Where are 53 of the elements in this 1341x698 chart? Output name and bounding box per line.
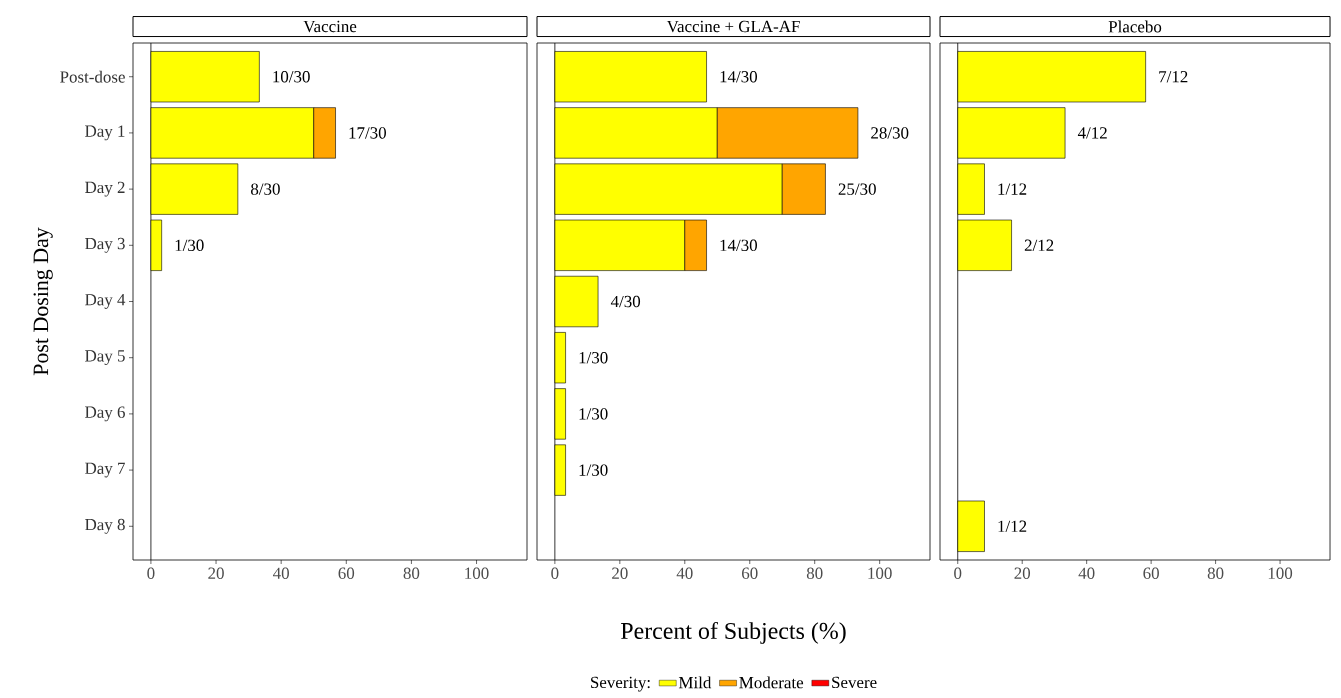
chart-title: Vaccine + GLA-AF <box>666 20 800 33</box>
x-tick-label: 100 <box>868 567 892 579</box>
chart-title: Vaccine <box>303 20 357 33</box>
y-tick-label: Day 5 <box>85 350 125 366</box>
y-tick-label: Day 1 <box>85 125 125 141</box>
x-tick-label: 40 <box>676 567 693 579</box>
x-tick-label: 100 <box>465 567 489 579</box>
x-tick-label: 40 <box>1078 567 1095 579</box>
legend-label: Moderate <box>739 676 804 689</box>
x-tick-label: 40 <box>273 567 289 579</box>
annotation: 1/30 <box>579 464 608 476</box>
x-tick-label: 0 <box>551 567 559 579</box>
annotation: 2/12 <box>1024 239 1054 252</box>
x-tick-label: 60 <box>742 567 758 579</box>
annotation: 14/30 <box>720 239 758 252</box>
annotation: 14/30 <box>720 71 758 83</box>
y-tick-label: Day 8 <box>85 518 125 534</box>
y-tick-label: Day 7 <box>85 462 125 478</box>
x-tick-label: 80 <box>806 567 823 579</box>
x-tick-label: 60 <box>1143 567 1159 579</box>
x-tick-label: 100 <box>1268 567 1293 579</box>
annotation: 8/30 <box>251 183 280 195</box>
annotation: 1/12 <box>998 520 1027 532</box>
x-tick-label: 20 <box>208 567 224 579</box>
y-tick-label: Day 6 <box>85 406 125 422</box>
legend-label: Severe <box>832 676 877 689</box>
x-tick-label: 20 <box>1014 567 1031 579</box>
legend-title: Severity: <box>591 676 650 692</box>
annotation: 1/30 <box>579 351 608 364</box>
annotation: 1/30 <box>579 408 608 420</box>
annotation: 4/30 <box>610 295 641 308</box>
y-tick-label: Day 3 <box>85 237 125 253</box>
x-tick-label: 20 <box>612 567 628 579</box>
x-tick-label: 0 <box>954 567 962 579</box>
annotation: 28/30 <box>871 127 909 139</box>
x-tick-label: 80 <box>1207 567 1224 579</box>
y-tick-label: Day 4 <box>85 294 126 309</box>
x-tick-label: 80 <box>403 567 420 579</box>
annotation: 25/30 <box>838 183 876 195</box>
y-tick-label: Day 2 <box>85 181 125 197</box>
legend-label: Mild <box>678 676 712 689</box>
y-tick-label: Post-dose <box>60 70 125 83</box>
annotation: 1/12 <box>998 183 1027 195</box>
x-axis-title: Percent of Subjects (%) <box>620 621 846 644</box>
annotation: 7/12 <box>1159 71 1188 83</box>
annotation: 1/30 <box>175 239 204 252</box>
x-tick-label: 60 <box>338 567 355 579</box>
x-tick-label: 0 <box>147 567 155 579</box>
annotation: 17/30 <box>349 127 386 139</box>
y-axis-title: Post Dosing Day <box>33 227 53 376</box>
chart-title: Placebo <box>1108 20 1162 33</box>
annotation: 4/12 <box>1077 127 1107 139</box>
annotation: 10/30 <box>273 71 310 83</box>
